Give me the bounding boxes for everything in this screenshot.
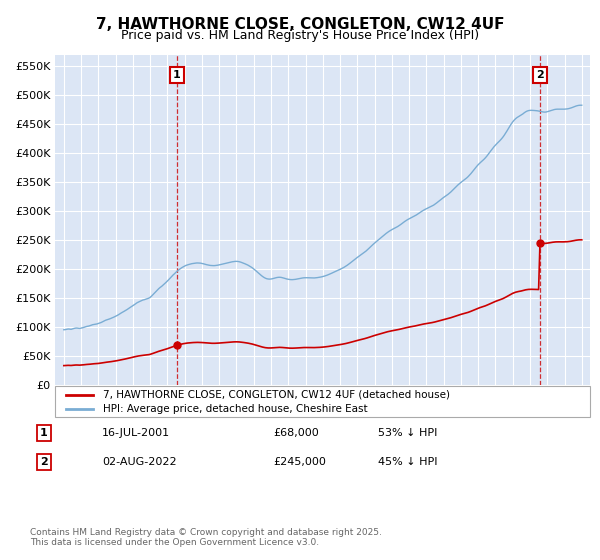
Text: Contains HM Land Registry data © Crown copyright and database right 2025.
This d: Contains HM Land Registry data © Crown c… xyxy=(30,528,382,547)
Text: 2: 2 xyxy=(40,458,47,468)
Text: £245,000: £245,000 xyxy=(273,458,326,468)
Text: 53% ↓ HPI: 53% ↓ HPI xyxy=(378,428,437,438)
Text: 7, HAWTHORNE CLOSE, CONGLETON, CW12 4UF (detached house): 7, HAWTHORNE CLOSE, CONGLETON, CW12 4UF … xyxy=(103,390,451,400)
Text: Price paid vs. HM Land Registry's House Price Index (HPI): Price paid vs. HM Land Registry's House … xyxy=(121,29,479,42)
Text: 2: 2 xyxy=(536,70,544,80)
Text: 7, HAWTHORNE CLOSE, CONGLETON, CW12 4UF: 7, HAWTHORNE CLOSE, CONGLETON, CW12 4UF xyxy=(96,17,504,31)
FancyBboxPatch shape xyxy=(55,386,590,417)
Text: 45% ↓ HPI: 45% ↓ HPI xyxy=(378,458,437,468)
Text: 16-JUL-2001: 16-JUL-2001 xyxy=(102,428,170,438)
Text: £68,000: £68,000 xyxy=(273,428,319,438)
Text: 1: 1 xyxy=(173,70,181,80)
Text: 02-AUG-2022: 02-AUG-2022 xyxy=(102,458,176,468)
Text: HPI: Average price, detached house, Cheshire East: HPI: Average price, detached house, Ches… xyxy=(103,404,368,414)
Text: 1: 1 xyxy=(40,428,47,438)
